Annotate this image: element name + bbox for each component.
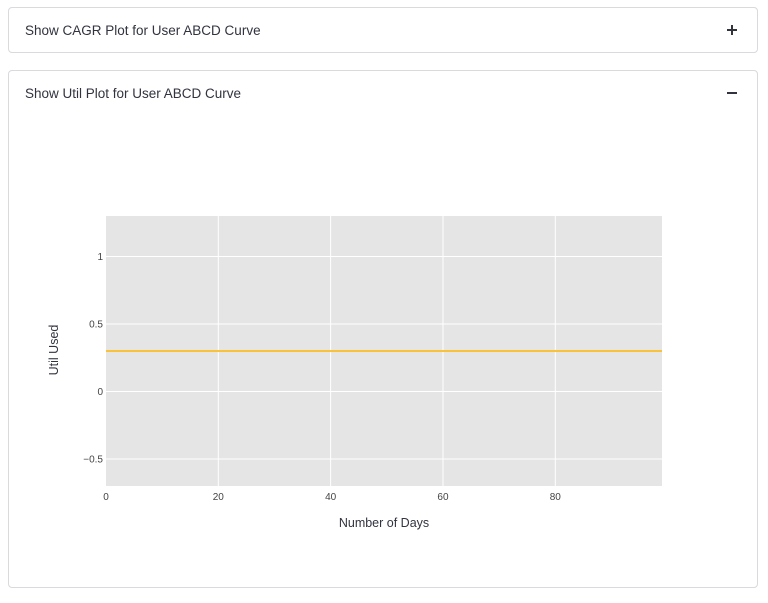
plus-icon[interactable] — [725, 19, 739, 41]
minus-icon[interactable] — [725, 82, 739, 104]
util-plot-expander: Show Util Plot for User ABCD Curve — [8, 70, 758, 588]
cagr-plot-expander-title: Show CAGR Plot for User ABCD Curve — [25, 23, 261, 38]
util-plot-expander-title: Show Util Plot for User ABCD Curve — [25, 86, 242, 101]
cagr-plot-expander-header[interactable]: Show CAGR Plot for User ABCD Curve — [9, 8, 757, 54]
cagr-plot-expander: Show CAGR Plot for User ABCD Curve — [8, 7, 758, 53]
util-plot-expander-header[interactable]: Show Util Plot for User ABCD Curve — [9, 71, 757, 117]
